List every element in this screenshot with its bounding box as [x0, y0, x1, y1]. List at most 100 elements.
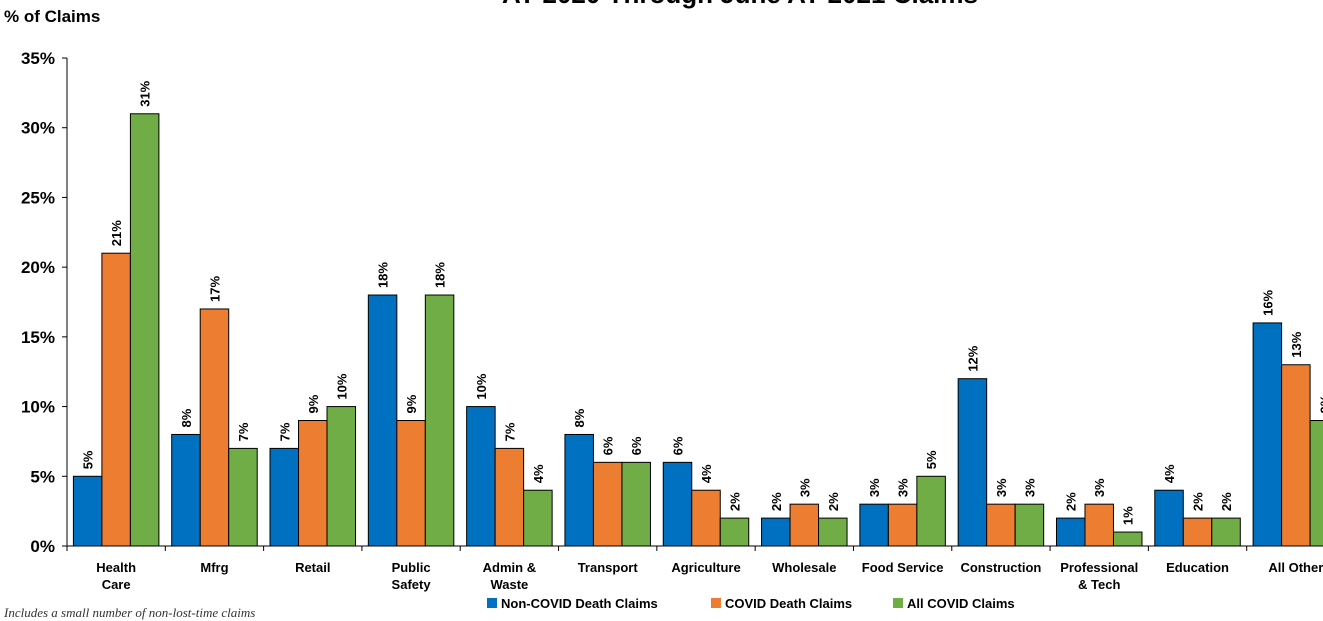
x-category-label: Agriculture — [671, 560, 740, 575]
axes-layer: 0% 5% 10% 15% 20% 25% 30% 35% Health Care Mfrg Reta… — [21, 49, 1323, 592]
data-label: 2% — [1064, 492, 1079, 511]
y-tick-label: 15% — [21, 328, 55, 347]
data-label: 2% — [1219, 492, 1234, 511]
bar — [523, 489, 553, 547]
data-label: 8% — [572, 408, 587, 427]
data-label: 10% — [334, 373, 349, 399]
data-label: 2% — [769, 492, 784, 511]
bar — [887, 503, 918, 547]
data-label: 4% — [531, 464, 546, 483]
bar — [621, 461, 651, 547]
bar — [719, 517, 750, 547]
x-category-label: Wholesale — [772, 560, 836, 575]
data-label: 5% — [924, 450, 939, 469]
y-tick-label: 25% — [21, 188, 55, 207]
x-category-label: Admin & Waste — [483, 560, 536, 592]
data-label: 17% — [207, 276, 222, 302]
bar — [564, 433, 594, 547]
data-label: 6% — [671, 436, 686, 455]
data-label: 3% — [797, 478, 812, 497]
data-label: 31% — [138, 80, 153, 106]
bar — [1154, 489, 1184, 547]
bar — [818, 517, 848, 547]
bar — [1112, 531, 1143, 547]
x-category-label: Professional & Tech — [1060, 560, 1138, 592]
data-label: 6% — [601, 436, 616, 455]
data-label: 9% — [404, 394, 419, 413]
y-tick-label: 5% — [30, 467, 55, 486]
y-tick-label: 30% — [21, 119, 55, 138]
data-label: 8% — [179, 408, 194, 427]
data-label: 3% — [1092, 478, 1107, 497]
bar — [101, 252, 131, 547]
bar — [298, 420, 328, 547]
bar — [199, 308, 230, 547]
data-label: 1% — [1121, 506, 1136, 525]
bar — [129, 113, 160, 547]
data-label: 10% — [474, 373, 489, 399]
bar — [789, 503, 820, 547]
x-category-label: Mfrg — [200, 560, 228, 575]
x-category-label: Construction — [960, 560, 1041, 575]
bar — [859, 503, 889, 547]
data-label: 7% — [236, 422, 251, 441]
x-category-label: Retail — [295, 560, 330, 575]
chart-title: AY 2020 Through June AY 2021 Claims — [502, 0, 978, 9]
bar — [691, 489, 721, 547]
data-label: 2% — [728, 492, 743, 511]
legend-swatch — [487, 598, 497, 608]
bar — [1084, 503, 1114, 547]
x-category-label: Transport — [578, 560, 639, 575]
data-label: 13% — [1289, 331, 1304, 357]
data-label: 21% — [109, 220, 124, 246]
bar — [1309, 420, 1323, 547]
data-label: 9% — [1317, 394, 1323, 413]
bar — [367, 294, 398, 547]
x-category-label: All Other — [1268, 560, 1323, 575]
bar — [494, 447, 525, 547]
data-label: 3% — [1022, 478, 1037, 497]
bar — [171, 433, 201, 547]
data-label: 7% — [502, 422, 517, 441]
data-label: 7% — [277, 422, 292, 441]
bar — [986, 503, 1016, 547]
bar — [1055, 517, 1086, 547]
data-label: 4% — [699, 464, 714, 483]
y-axis-label: % of Claims — [4, 7, 100, 26]
data-label: 3% — [994, 478, 1009, 497]
bar — [761, 517, 791, 547]
legend: Non-COVID Death Claims COVID Death Claims… — [487, 596, 1015, 611]
bar — [466, 406, 496, 547]
data-labels-layer: 5% 21% 31% 8% 17% 7% 7% 9% 10% 18% 9% 18% 10% 7% 4% 8% 6… — [81, 80, 1323, 525]
bar — [326, 406, 357, 547]
bar — [1252, 322, 1283, 547]
bar — [72, 475, 103, 547]
legend-label: COVID Death Claims — [725, 596, 852, 611]
y-tick-label: 35% — [21, 49, 55, 68]
y-tick-label: 0% — [30, 537, 55, 556]
data-label: 16% — [1260, 289, 1275, 315]
x-category-label: Education — [1166, 560, 1229, 575]
data-label: 2% — [826, 492, 841, 511]
x-category-label: Public Safety — [392, 560, 432, 592]
bar — [1014, 503, 1045, 547]
y-tick-label: 20% — [21, 258, 55, 277]
bar — [916, 475, 946, 547]
data-label: 3% — [896, 478, 911, 497]
data-label: 9% — [306, 394, 321, 413]
data-label: 18% — [433, 262, 448, 288]
x-category-label: Food Service — [862, 560, 944, 575]
data-label: 12% — [965, 345, 980, 371]
y-tick-label: 10% — [21, 398, 55, 417]
bar — [1211, 517, 1241, 547]
data-label: 4% — [1162, 464, 1177, 483]
legend-swatch — [893, 598, 903, 608]
bar — [1281, 364, 1311, 547]
data-label: 6% — [629, 436, 644, 455]
legend-swatch — [711, 598, 721, 608]
bar — [662, 461, 693, 547]
bar — [424, 294, 455, 547]
footnote: Includes a small number of non-lost-time… — [3, 605, 255, 620]
bar — [592, 461, 623, 547]
